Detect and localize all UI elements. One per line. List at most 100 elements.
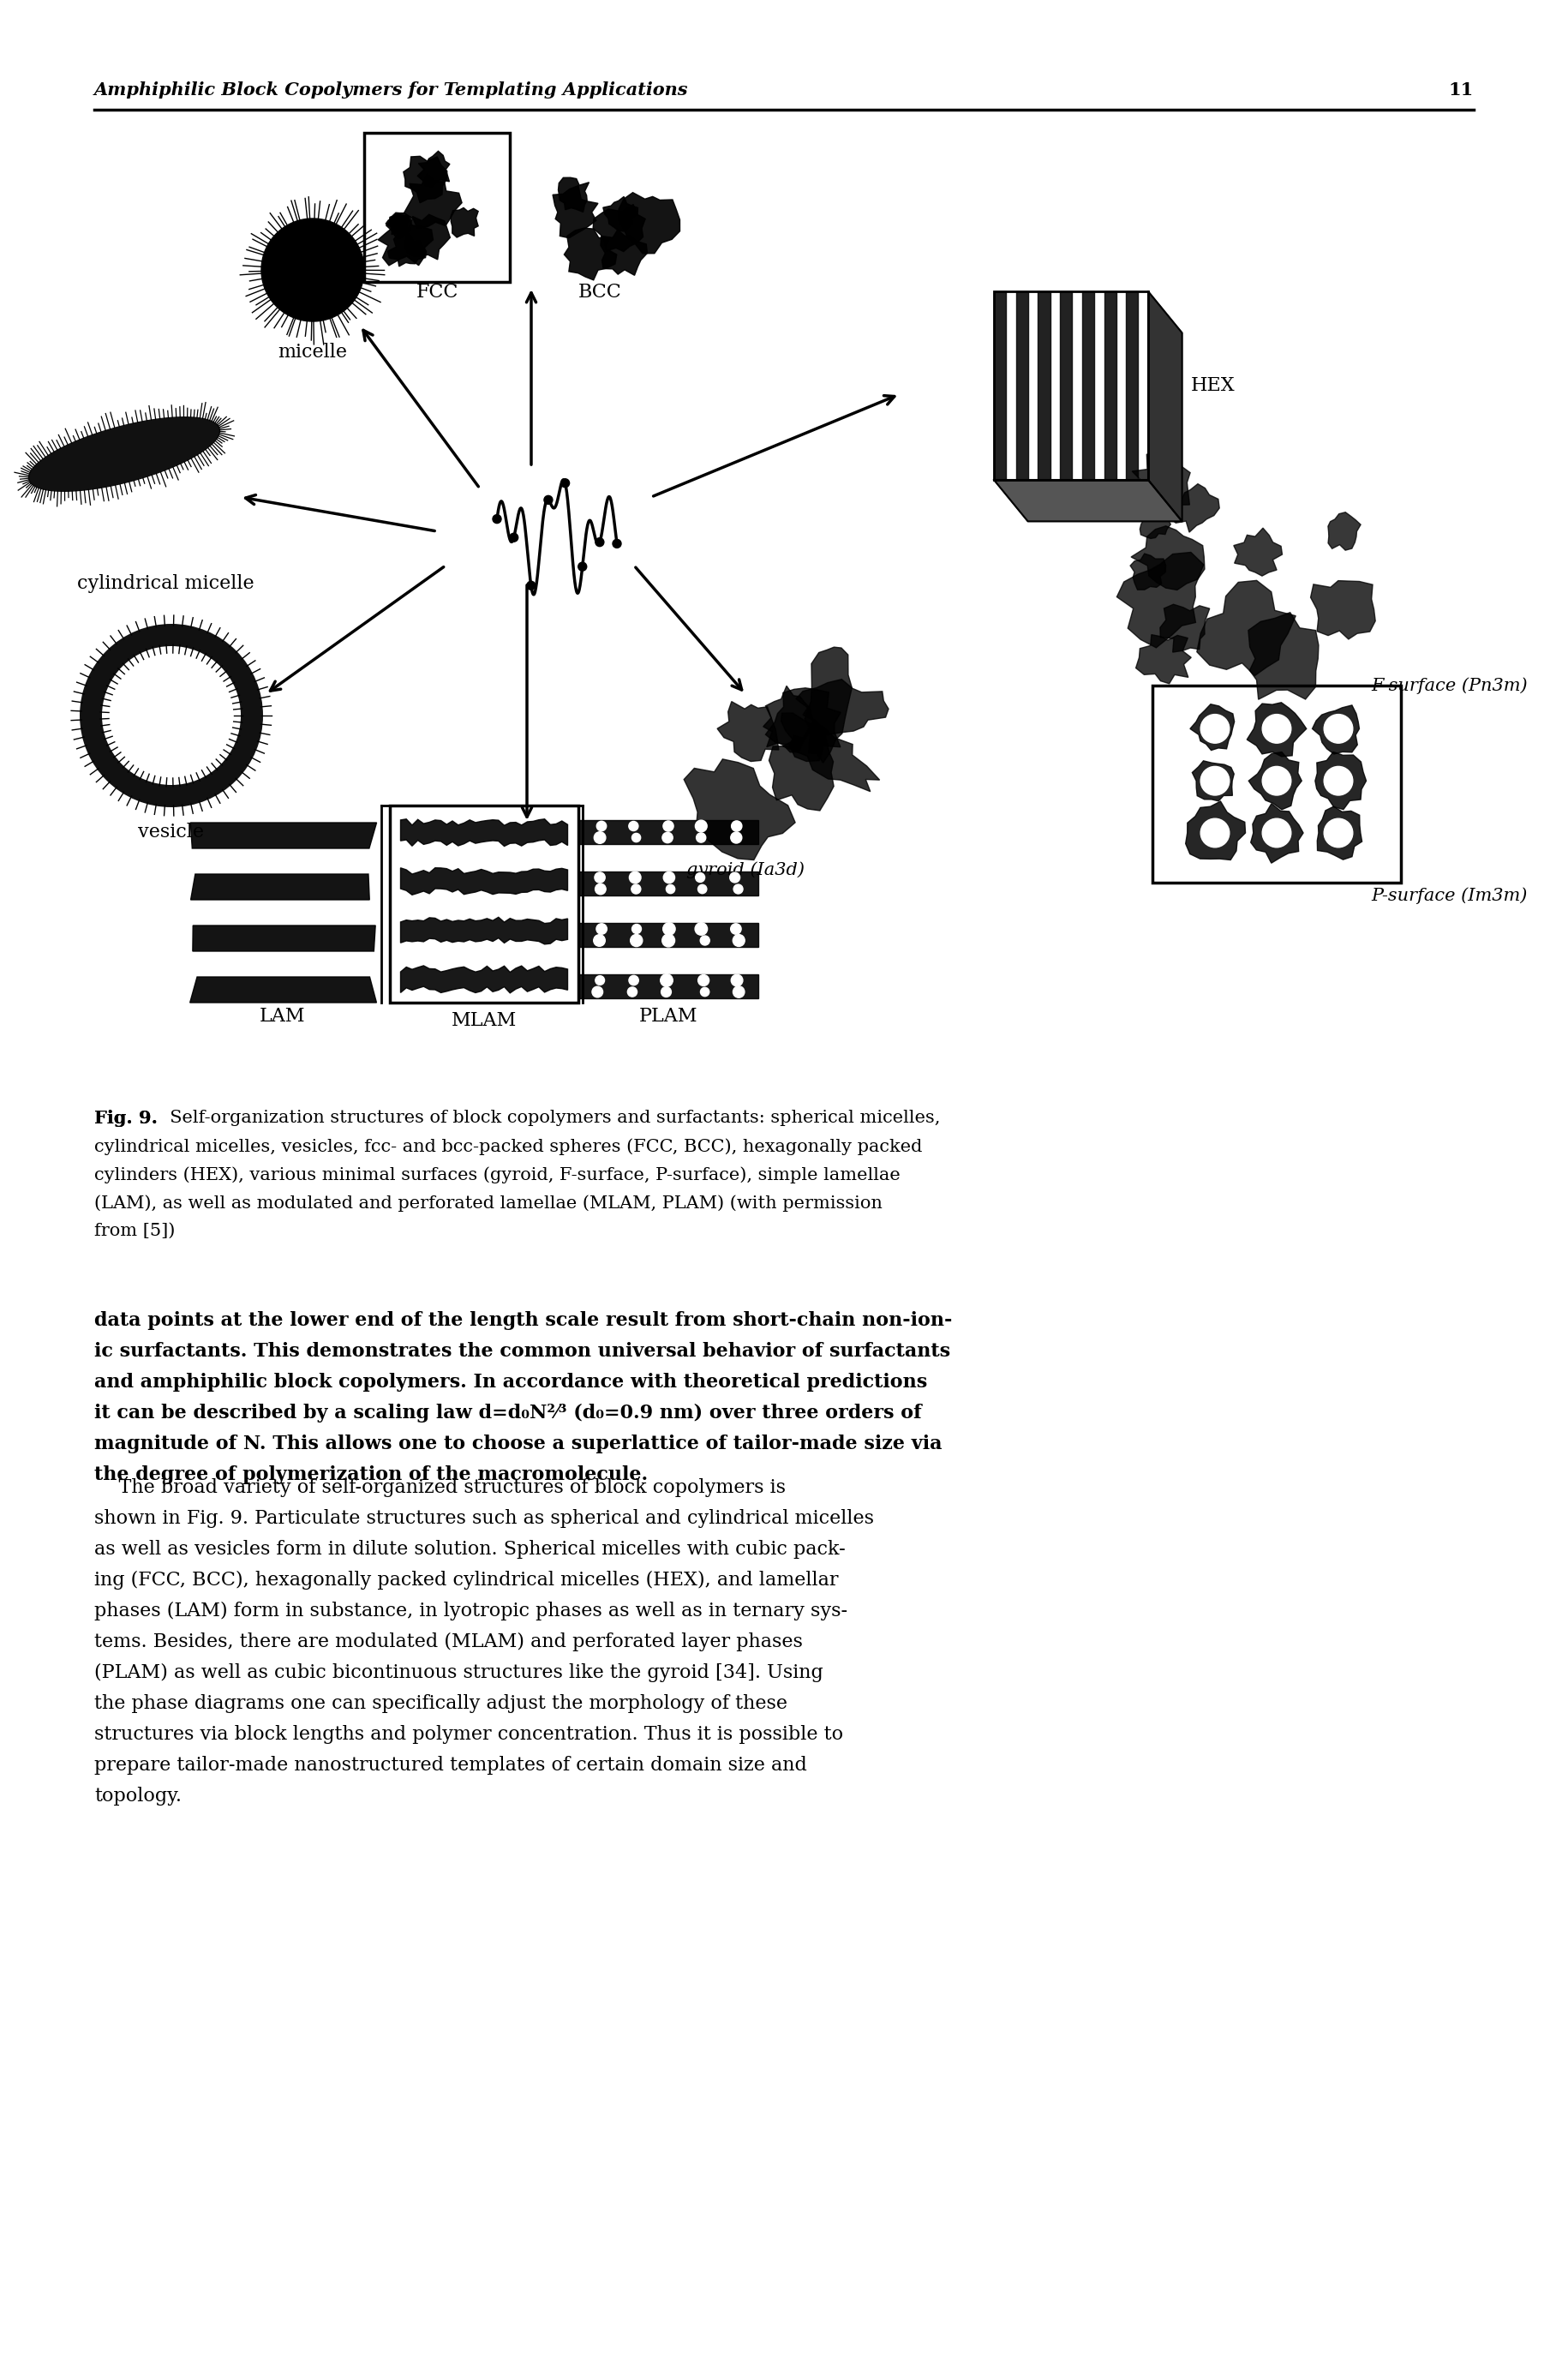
Polygon shape [1247,702,1306,756]
Polygon shape [28,416,220,492]
Bar [389,806,579,1004]
Polygon shape [602,197,638,231]
Circle shape [629,975,638,984]
Text: ic surfactants. This demonstrates the common universal behavior of surfactants: ic surfactants. This demonstrates the co… [94,1341,950,1360]
Polygon shape [1248,614,1317,699]
Text: it can be described by a scaling law d=d₀N²⁄³ (d₀=0.9 nm) over three orders of: it can be described by a scaling law d=d… [94,1403,920,1422]
Text: ing (FCC, BCC), hexagonally packed cylindrical micelles (HEX), and lamellar: ing (FCC, BCC), hexagonally packed cylin… [94,1572,837,1591]
Circle shape [596,923,607,935]
Polygon shape [1327,511,1359,549]
Text: vesicle: vesicle [138,823,204,842]
Text: phases (LAM) form in substance, in lyotropic phases as well as in ternary sys-: phases (LAM) form in substance, in lyotr… [94,1603,847,1619]
Polygon shape [190,977,376,1004]
Circle shape [695,820,707,832]
Circle shape [594,832,605,844]
Polygon shape [765,687,840,761]
Polygon shape [558,178,588,212]
Polygon shape [193,925,375,951]
Circle shape [662,832,673,842]
Circle shape [627,987,637,996]
Circle shape [492,514,500,523]
Bar [1016,292,1027,480]
Polygon shape [417,152,450,188]
Text: cylindrical micelles, vesicles, fcc- and bcc-packed spheres (FCC, BCC), hexagona: cylindrical micelles, vesicles, fcc- and… [94,1139,922,1156]
Text: PLAM: PLAM [638,1006,698,1025]
Polygon shape [618,193,679,254]
Circle shape [1262,766,1290,794]
Text: from [5]): from [5]) [94,1222,176,1239]
Circle shape [591,987,602,996]
Polygon shape [717,702,778,761]
Circle shape [732,987,745,999]
Circle shape [594,975,604,984]
Text: micelle: micelle [278,342,347,361]
Polygon shape [1131,526,1204,590]
Polygon shape [684,759,795,861]
Text: (PLAM) as well as cubic bicontinuous structures like the gyroid [34]. Using: (PLAM) as well as cubic bicontinuous str… [94,1662,823,1681]
Circle shape [731,975,742,987]
Circle shape [698,975,709,987]
Polygon shape [405,214,450,259]
Polygon shape [386,212,409,235]
Text: Amphiphilic Block Copolymers for Templating Applications: Amphiphilic Block Copolymers for Templat… [94,81,688,97]
Circle shape [1323,818,1352,847]
Circle shape [660,987,671,996]
Text: cylinders (HEX), various minimal surfaces (gyroid, F-surface, P-surface), simple: cylinders (HEX), various minimal surface… [94,1165,900,1184]
Polygon shape [1314,751,1366,809]
Polygon shape [1232,528,1281,575]
Text: BCC: BCC [577,283,621,302]
Polygon shape [1129,554,1165,590]
Polygon shape [1159,604,1209,652]
Text: Self-organization structures of block copolymers and surfactants: spherical mice: Self-organization structures of block co… [158,1111,939,1127]
Circle shape [662,935,674,946]
Polygon shape [387,231,426,266]
Polygon shape [190,823,376,849]
Polygon shape [762,685,814,751]
Circle shape [596,820,607,830]
Text: magnitude of N. This allows one to choose a superlattice of tailor-made size via: magnitude of N. This allows one to choos… [94,1434,941,1453]
Text: cylindrical micelle: cylindrical micelle [77,573,254,592]
Bar [994,292,1148,480]
Circle shape [699,987,709,996]
Text: tems. Besides, there are modulated (MLAM) and perforated layer phases: tems. Besides, there are modulated (MLAM… [94,1631,803,1650]
Text: F-surface (Pn3m): F-surface (Pn3m) [1370,678,1527,694]
Circle shape [732,935,745,946]
Text: as well as vesicles form in dilute solution. Spherical micelles with cubic pack-: as well as vesicles form in dilute solut… [94,1541,845,1558]
Circle shape [734,885,743,894]
Circle shape [1323,713,1352,744]
Bar [1104,292,1115,480]
Circle shape [594,885,605,894]
Text: (LAM), as well as modulated and perforated lamellae (MLAM, PLAM) (with permissio: (LAM), as well as modulated and perforat… [94,1194,881,1210]
Polygon shape [403,157,447,202]
Circle shape [632,925,641,935]
Polygon shape [1140,514,1170,537]
Circle shape [666,885,674,894]
Polygon shape [400,818,568,847]
Bar [364,133,510,283]
Text: the phase diagrams one can specifically adjust the morphology of these: the phase diagrams one can specifically … [94,1693,787,1712]
Circle shape [731,923,740,935]
Polygon shape [1116,552,1203,647]
Circle shape [561,478,569,487]
Text: The broad variety of self-organized structures of block copolymers is: The broad variety of self-organized stru… [94,1479,786,1498]
Text: the degree of polymerization of the macromolecule.: the degree of polymerization of the macr… [94,1465,648,1484]
Polygon shape [804,647,851,763]
Circle shape [1262,713,1290,744]
Circle shape [663,923,674,935]
Circle shape [663,873,674,882]
Circle shape [632,832,640,842]
Circle shape [630,935,643,946]
Circle shape [1200,766,1229,794]
Circle shape [1323,766,1352,794]
Polygon shape [400,868,568,894]
Circle shape [593,935,605,946]
Circle shape [629,873,641,882]
Text: Fig. 9.: Fig. 9. [94,1111,157,1127]
Polygon shape [1192,761,1234,801]
Text: LAM: LAM [260,1006,306,1025]
Bar [1152,685,1400,882]
Text: structures via block lengths and polymer concentration. Thus it is possible to: structures via block lengths and polymer… [94,1724,842,1743]
Polygon shape [1143,485,1176,518]
Polygon shape [450,207,478,238]
Circle shape [660,975,673,987]
